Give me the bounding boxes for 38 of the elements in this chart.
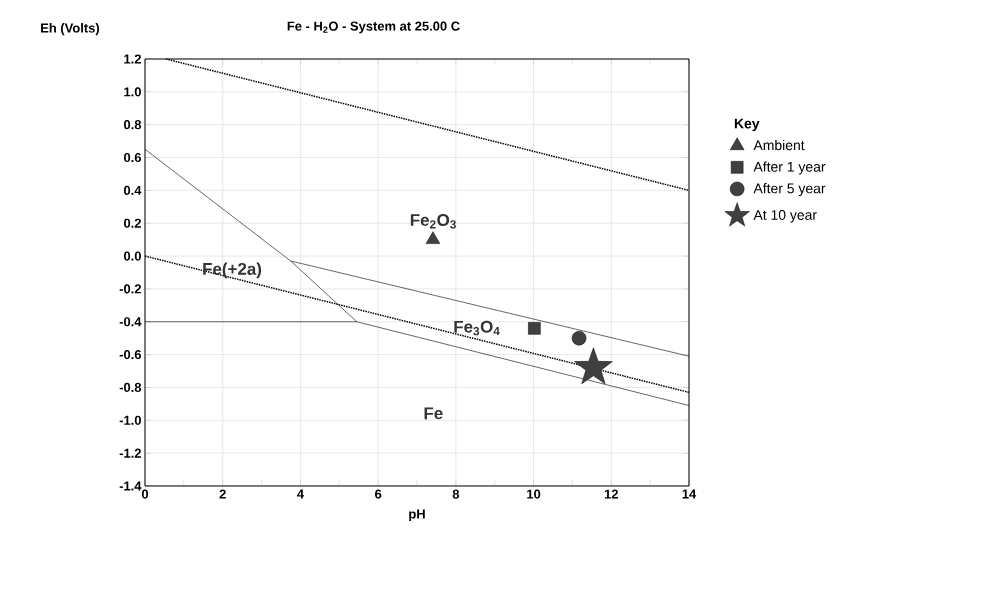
x-axis-title: pH (409, 509, 425, 522)
legend-label: At 10 year (753, 210, 817, 223)
y-tick-label: 0.4 (124, 185, 142, 195)
point (571, 330, 587, 346)
y-tick-label: 0.6 (124, 152, 142, 163)
annotation: Fe (424, 407, 443, 420)
y-tick-label: -0.4 (119, 317, 142, 327)
y-tick-label: -1.0 (119, 415, 141, 425)
y-tick-label: 0.2 (124, 218, 141, 228)
legend-title: Key (734, 118, 760, 132)
point (528, 322, 541, 335)
y-tick-label: -0.2 (119, 284, 141, 294)
x-tick-label: 12 (604, 489, 618, 499)
legend-label: Ambient (753, 139, 805, 151)
y-tick-label: -0.6 (119, 350, 142, 360)
legend-label: After 5 year (753, 183, 826, 197)
x-tick-label: 6 (375, 489, 382, 499)
y-tick-label: -0.8 (119, 382, 142, 393)
x-tick-label: 14 (682, 489, 697, 499)
y-axis-title: Eh (Volts) (41, 23, 100, 36)
annotation: Fe$_{3}$O$_{4}$ (454, 320, 500, 336)
y-tick-label: -1.4 (119, 481, 142, 491)
legend-label: After 1 year (753, 161, 826, 175)
point (574, 347, 613, 385)
y-tick-label: 0.0 (124, 251, 141, 261)
annotation: Fe(+2a) (203, 262, 262, 279)
y-tick-label: 1.2 (124, 54, 141, 64)
x-tick-label: 8 (452, 489, 460, 499)
x-tick-label: 4 (297, 489, 304, 499)
annotation: Fe$_{2}$O$_{3}$ (410, 214, 456, 229)
x-tick-label: 0 (141, 489, 149, 499)
y-tick-label: 1.0 (124, 87, 141, 97)
x-tick-label: 2 (219, 489, 226, 499)
chart-title: Fe - H$_{2}$O - System at 25.00 C (287, 21, 460, 34)
y-tick-label: 0.8 (124, 120, 142, 130)
x-tick-label: 10 (527, 489, 541, 499)
point (425, 231, 441, 244)
y-tick-label: -1.2 (119, 448, 141, 458)
